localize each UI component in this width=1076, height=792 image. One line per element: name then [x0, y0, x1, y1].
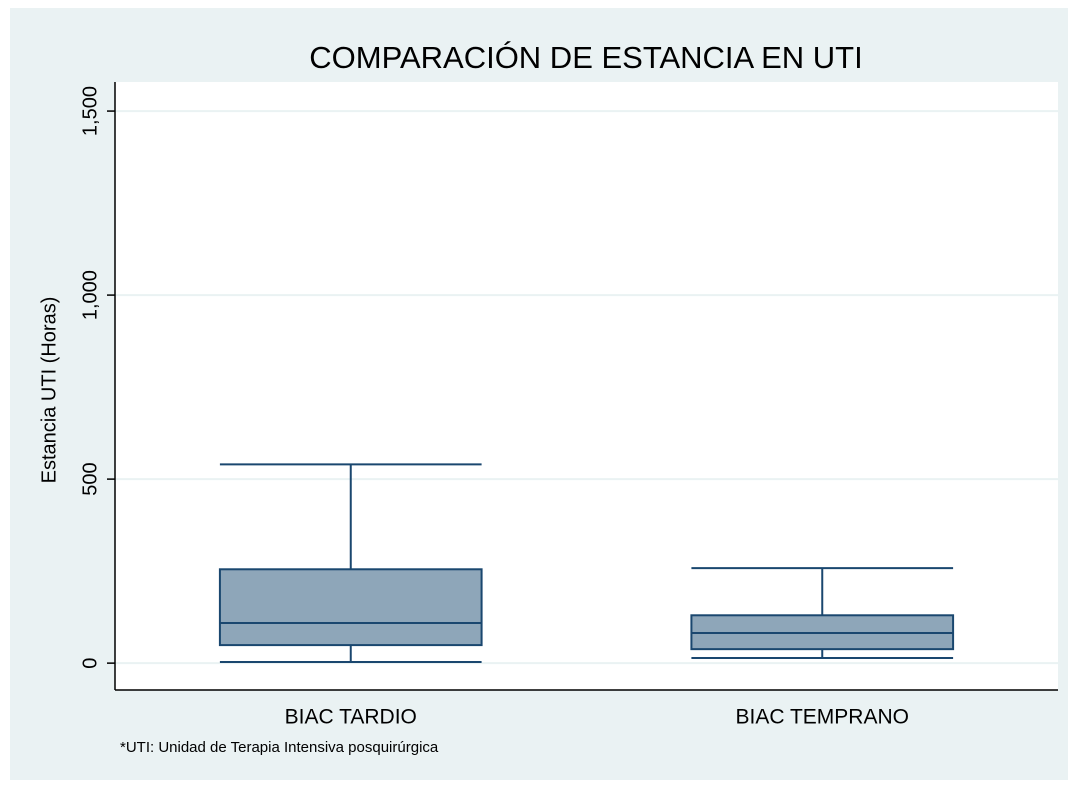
y-tick-label: 500: [79, 462, 101, 495]
chart-title: COMPARACIÓN DE ESTANCIA EN UTI: [309, 40, 862, 75]
x-tick-label: BIAC TARDIO: [285, 706, 417, 729]
y-tick-label: 0: [79, 658, 101, 669]
y-tick-label: 1,000: [79, 270, 101, 320]
box: [218, 568, 483, 647]
footnote: *UTI: Unidad de Terapia Intensiva posqui…: [120, 739, 439, 756]
y-tick-label: 1,500: [79, 86, 101, 136]
y-axis-label: Estancia UTI (Horas): [38, 297, 60, 484]
x-tick-label: BIAC TEMPRANO: [736, 706, 909, 729]
